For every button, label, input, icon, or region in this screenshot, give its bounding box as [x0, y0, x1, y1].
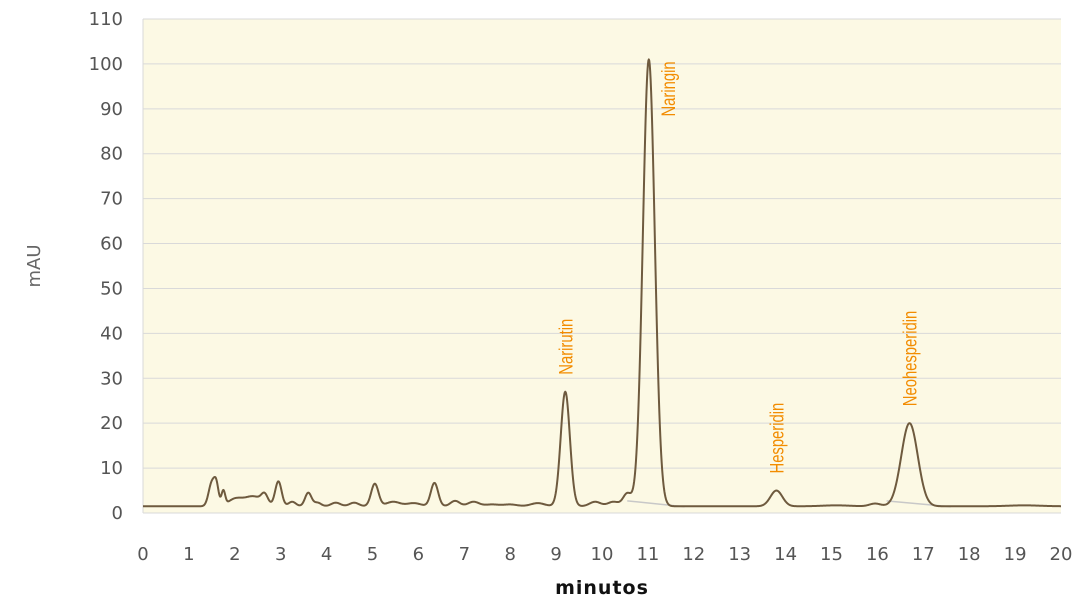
peak-label: Hesperidin	[767, 403, 788, 474]
x-tick-label: 13	[728, 544, 751, 565]
y-tick-label: 20	[100, 413, 123, 434]
y-tick-label: 90	[100, 99, 123, 120]
x-tick-label: 10	[591, 544, 614, 565]
x-tick-label: 16	[866, 544, 889, 565]
x-tick-label: 1	[183, 544, 194, 565]
x-tick-label: 18	[958, 544, 981, 565]
chromatogram-trace	[142, 58, 1062, 508]
x-tick-label: 5	[367, 544, 378, 565]
peak-label: Narirutin	[556, 319, 577, 375]
x-tick-label: 11	[636, 544, 659, 565]
y-tick-label: 50	[100, 278, 123, 299]
peak-label: Neohesperidin	[900, 311, 921, 406]
x-tick-label: 14	[774, 544, 797, 565]
chromatogram-trace-group	[142, 58, 1062, 508]
y-tick-label: 110	[89, 9, 123, 30]
y-tick-label: 70	[100, 189, 123, 210]
x-tick-label: 8	[504, 544, 515, 565]
y-tick-label: 80	[100, 144, 123, 165]
y-axis-label: mAU	[24, 244, 45, 287]
y-tick-label: 30	[100, 368, 123, 389]
x-tick-label: 9	[550, 544, 561, 565]
y-tick-label: 0	[112, 503, 123, 524]
y-tick-labels: 0 10 20 30 40 50 60 70 80 90 100 110	[89, 9, 123, 524]
peak-labels: Narirutin Naringin Hesperidin Neohesperidin	[556, 61, 921, 473]
x-tick-label: 6	[413, 544, 424, 565]
gridlines	[142, 18, 1061, 514]
y-tick-label: 10	[100, 458, 123, 479]
x-tick-label: 15	[820, 544, 843, 565]
x-tick-label: 3	[275, 544, 286, 565]
x-tick-label: 17	[912, 544, 935, 565]
x-tick-label: 2	[229, 544, 240, 565]
x-axis-label: minutos	[555, 577, 649, 599]
y-tick-label: 40	[100, 323, 123, 344]
x-tick-label: 0	[137, 544, 148, 565]
x-tick-label: 7	[459, 544, 470, 565]
x-tick-labels: 0 1 2 3 4 5 6 7 8 9 10 11 12 13 14 15 16 17 18 19 20	[137, 544, 1072, 565]
x-tick-label: 12	[682, 544, 705, 565]
x-tick-label: 20	[1050, 544, 1073, 565]
y-tick-label: 100	[89, 54, 123, 75]
x-tick-label: 4	[321, 544, 332, 565]
x-tick-label: 19	[1004, 544, 1027, 565]
peak-label: Naringin	[658, 61, 679, 116]
plot-area	[143, 19, 1061, 513]
y-tick-label: 60	[100, 234, 123, 255]
